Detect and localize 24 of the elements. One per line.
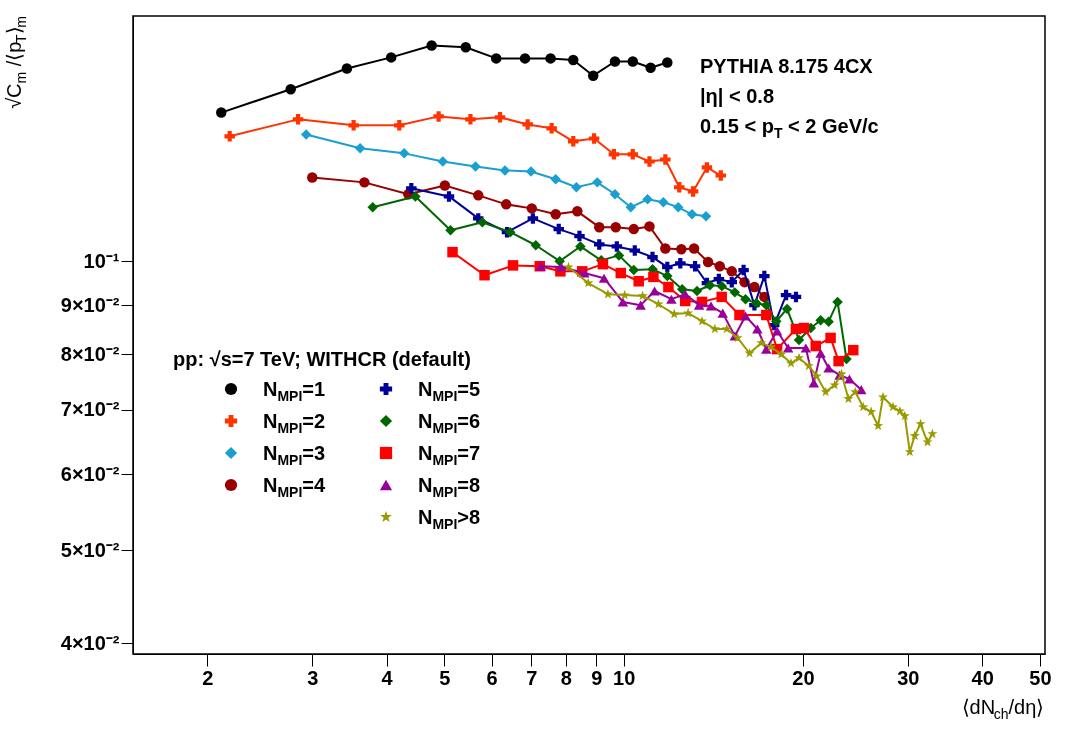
annotation: |η| < 0.8 bbox=[700, 85, 775, 107]
y-tick-label: 5×10⁻² bbox=[60, 538, 120, 561]
y-tick-label: 7×10⁻² bbox=[60, 398, 120, 421]
y-tick-label: 4×10⁻² bbox=[60, 631, 120, 654]
x-tick-label: 9 bbox=[591, 666, 603, 689]
y-tick-label: 6×10⁻² bbox=[60, 462, 120, 485]
x-tick-label: 10 bbox=[613, 666, 636, 689]
y-axis-title: √Cm /⟨pT⟩m bbox=[3, 15, 29, 109]
y-tick-label: 8×10⁻² bbox=[60, 342, 120, 365]
y-tick-label: 9×10⁻² bbox=[60, 293, 120, 316]
x-tick-label: 30 bbox=[897, 666, 920, 689]
x-tick-label: 5 bbox=[439, 666, 451, 689]
annotation: PYTHIA 8.175 4CX bbox=[700, 55, 874, 77]
x-tick-label: 3 bbox=[307, 666, 319, 689]
y-tick-label: 10⁻¹ bbox=[83, 249, 120, 272]
x-tick-label: 7 bbox=[526, 666, 538, 689]
legend-title: pp: √s=7 TeV; WITHCR (default) bbox=[173, 348, 471, 370]
x-tick-label: 8 bbox=[560, 666, 572, 689]
x-tick-label: 4 bbox=[381, 666, 394, 689]
x-tick-label: 50 bbox=[1029, 666, 1052, 689]
x-tick-label: 6 bbox=[486, 666, 498, 689]
x-tick-label: 40 bbox=[971, 666, 994, 689]
x-tick-label: 20 bbox=[792, 666, 815, 689]
x-tick-label: 2 bbox=[202, 666, 214, 689]
